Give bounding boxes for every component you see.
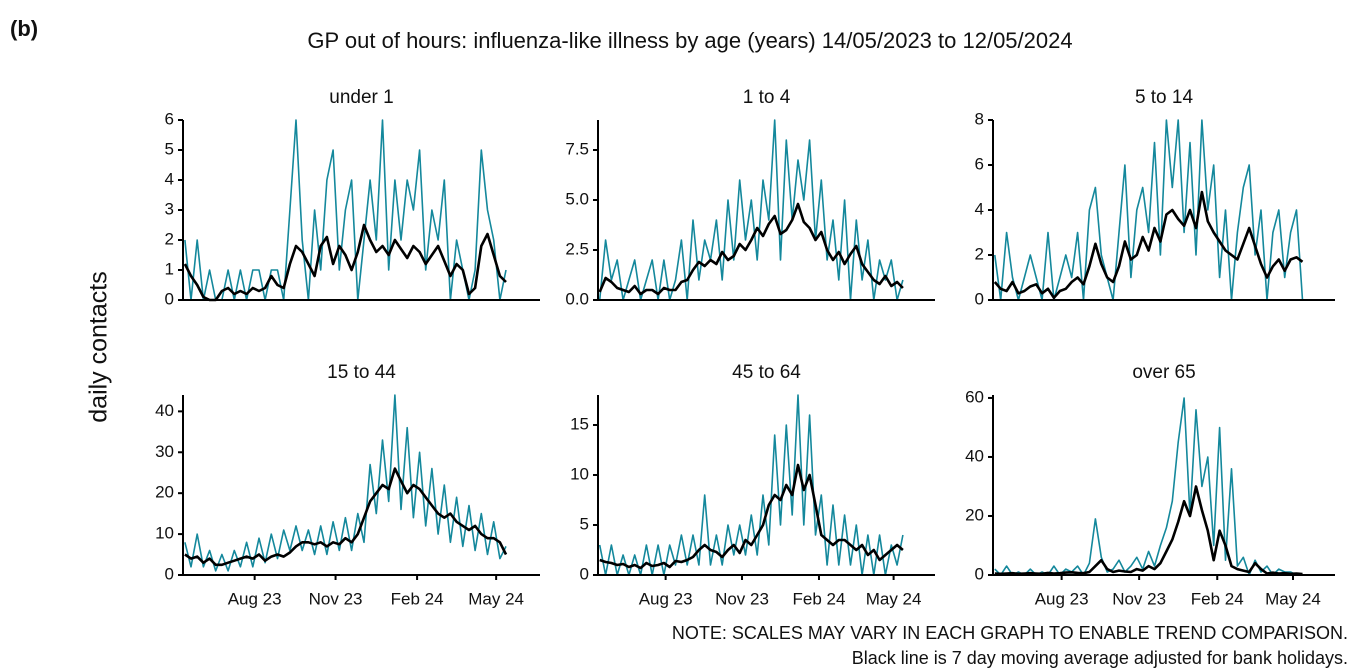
y-tick-label: 3: [165, 199, 174, 218]
y-tick-label: 5: [165, 139, 174, 158]
y-tick-label: 40: [965, 446, 984, 465]
x-tick-label: May 24: [1265, 589, 1321, 608]
y-tick-label: 1: [165, 259, 174, 278]
panel-title: under 1: [329, 87, 393, 108]
y-tick-label: 0: [165, 564, 174, 583]
x-tick-label: May 24: [866, 589, 922, 608]
daily-line: [994, 397, 1303, 576]
daily-line: [184, 119, 507, 301]
y-tick-label: 15: [570, 414, 589, 433]
y-tick-label: 5: [580, 514, 589, 533]
moving-average-line: [993, 190, 1304, 300]
y-tick-label: 6: [165, 109, 174, 128]
y-tick-label: 0: [975, 564, 984, 583]
y-tick-label: 2.5: [565, 239, 589, 258]
panel-title: 1 to 4: [743, 87, 791, 108]
y-tick-label: 5.0: [565, 189, 589, 208]
y-tick-label: 10: [570, 464, 589, 483]
x-tick-label: Aug 23: [1035, 589, 1089, 608]
moving-average-line: [184, 467, 508, 567]
panel-title: 45 to 64: [732, 362, 801, 383]
x-tick-label: Feb 24: [1191, 589, 1244, 608]
y-tick-label: 0: [165, 289, 174, 308]
y-tick-label: 0: [975, 289, 984, 308]
y-tick-label: 20: [155, 483, 174, 502]
x-tick-label: Aug 23: [639, 589, 693, 608]
y-tick-label: 4: [165, 169, 174, 188]
daily-line: [598, 119, 904, 301]
moving-average-line: [599, 463, 904, 570]
y-tick-label: 0: [580, 564, 589, 583]
daily-line: [994, 119, 1304, 301]
panel-label: (b): [10, 16, 38, 41]
x-tick-label: Feb 24: [391, 589, 444, 608]
y-tick-label: 20: [965, 505, 984, 524]
x-tick-label: Nov 23: [309, 589, 363, 608]
y-tick-label: 2: [165, 229, 174, 248]
x-tick-label: May 24: [468, 589, 524, 608]
y-axis-label: daily contacts: [85, 271, 113, 422]
daily-line: [184, 394, 507, 572]
x-tick-label: Nov 23: [715, 589, 769, 608]
y-tick-label: 4: [975, 199, 984, 218]
figure-title: GP out of hours: influenza-like illness …: [307, 28, 1072, 53]
panel-title: over 65: [1132, 362, 1195, 383]
panel-title: 5 to 14: [1135, 87, 1194, 108]
x-tick-label: Aug 23: [228, 589, 282, 608]
moving-average-line: [994, 485, 1303, 576]
note: Black line is 7 day moving average adjus…: [852, 648, 1348, 668]
x-tick-label: Feb 24: [793, 589, 846, 608]
y-tick-label: 8: [975, 109, 984, 128]
y-tick-label: 10: [155, 524, 174, 543]
y-tick-label: 0.0: [565, 289, 589, 308]
y-tick-label: 2: [975, 244, 984, 263]
x-tick-label: Nov 23: [1112, 589, 1166, 608]
y-tick-label: 6: [975, 154, 984, 173]
moving-average-line: [598, 202, 904, 296]
y-tick-label: 60: [965, 387, 984, 406]
note: NOTE: SCALES MAY VARY IN EACH GRAPH TO E…: [672, 623, 1348, 643]
panel-title: 15 to 44: [327, 362, 396, 383]
y-tick-label: 40: [155, 401, 174, 420]
moving-average-line: [183, 223, 507, 302]
y-tick-label: 7.5: [565, 139, 589, 158]
y-tick-label: 30: [155, 442, 174, 461]
